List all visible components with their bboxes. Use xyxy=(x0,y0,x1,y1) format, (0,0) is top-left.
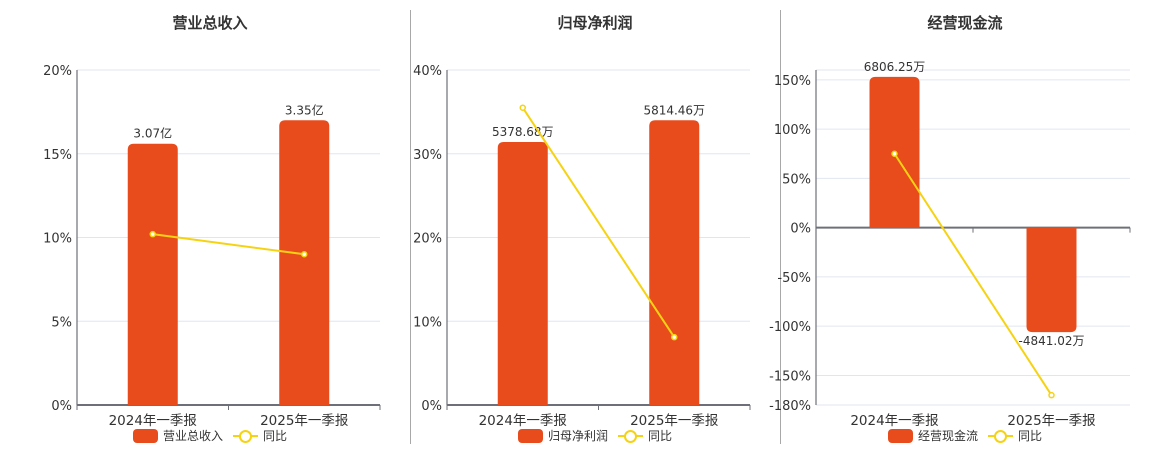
bar-value-label: -4841.02万 xyxy=(1019,334,1085,348)
bar[interactable] xyxy=(1026,227,1077,333)
y-tick-label: 20% xyxy=(43,64,72,79)
y-tick-label: -50% xyxy=(777,271,811,286)
yoy-line xyxy=(893,153,1053,396)
chart-panel-revenue: 营业总收入 0% 5% 10% 15% 20% 2024年一季报 2025年一季报 3.07亿… xyxy=(0,0,400,450)
legend-line-label[interactable]: 同比 xyxy=(648,429,673,443)
legend-line-label[interactable]: 同比 xyxy=(263,429,288,443)
revenue-chart-plot: 0% 5% 10% 15% 20% 2024年一季报 2025年一季报 3.07亿 3.35亿 xyxy=(43,64,381,429)
y-tick-label: 30% xyxy=(413,148,442,163)
line-legend-icon xyxy=(618,429,643,443)
chart-legend: 营业总收入 同比 xyxy=(10,427,410,444)
bar-legend-swatch-icon xyxy=(887,428,913,443)
line-legend-icon xyxy=(988,429,1013,443)
bar-legend-swatch-icon xyxy=(517,428,543,443)
x-category-label: 2025年一季报 xyxy=(260,413,348,429)
yoy-point[interactable] xyxy=(671,333,678,341)
legend-bar-label[interactable]: 营业总收入 xyxy=(162,429,223,443)
panel-divider xyxy=(780,10,781,444)
yoy-point[interactable] xyxy=(1048,391,1055,399)
yoy-point[interactable] xyxy=(519,104,526,111)
bar-value-label: 3.07亿 xyxy=(133,126,172,141)
bar-value-label: 3.35亿 xyxy=(285,102,324,117)
bar[interactable] xyxy=(279,120,330,405)
yoy-line xyxy=(152,233,305,256)
y-tick-label: 50% xyxy=(782,172,811,187)
y-tick-label: 10% xyxy=(413,315,442,330)
bar[interactable] xyxy=(497,142,548,405)
yoy-line xyxy=(521,107,676,338)
y-tick-label: 5% xyxy=(51,315,72,330)
chart-legend: 经营现金流 同比 xyxy=(780,427,1150,444)
bar-value-label: 5378.68万 xyxy=(492,125,554,139)
y-tick-label: 0% xyxy=(790,222,811,237)
x-category-label: 2025年一季报 xyxy=(1007,413,1095,429)
y-tick-label: 10% xyxy=(43,232,72,247)
bar-value-label: 5814.46万 xyxy=(643,103,705,117)
line-legend-icon xyxy=(233,429,258,443)
y-tick-label: -180% xyxy=(769,399,811,414)
y-tick-label: 20% xyxy=(413,232,442,247)
y-tick-label: 0% xyxy=(421,399,442,414)
chart-title: 经营现金流 xyxy=(927,14,1003,32)
chart-title: 营业总收入 xyxy=(172,14,248,32)
chart-title: 归母净利润 xyxy=(557,14,633,32)
y-tick-label: 100% xyxy=(774,123,811,138)
bar[interactable] xyxy=(127,143,178,405)
x-category-label: 2025年一季报 xyxy=(630,413,718,429)
yoy-point[interactable] xyxy=(301,251,308,258)
bar-legend-swatch-icon xyxy=(132,428,158,443)
bar[interactable] xyxy=(649,120,700,405)
y-tick-label: -100% xyxy=(769,320,811,335)
yoy-point[interactable] xyxy=(149,230,156,238)
y-tick-label: 0% xyxy=(51,399,72,414)
chart-legend: 归母净利润 同比 xyxy=(410,427,780,444)
x-category-label: 2024年一季报 xyxy=(109,413,197,429)
legend-bar-label[interactable]: 经营现金流 xyxy=(917,429,978,443)
y-tick-label: 150% xyxy=(774,74,811,89)
yoy-point[interactable] xyxy=(891,150,898,157)
legend-line-label[interactable]: 同比 xyxy=(1018,429,1043,443)
x-category-label: 2024年一季报 xyxy=(850,413,938,429)
x-category-label: 2024年一季报 xyxy=(479,413,567,429)
y-tick-label: 15% xyxy=(43,148,72,163)
y-tick-label: 40% xyxy=(413,64,442,79)
y-tick-label: -150% xyxy=(769,369,811,384)
legend-bar-label[interactable]: 归母净利润 xyxy=(547,429,608,443)
panel-divider xyxy=(410,10,411,444)
bar-value-label: 6806.25万 xyxy=(864,60,926,74)
